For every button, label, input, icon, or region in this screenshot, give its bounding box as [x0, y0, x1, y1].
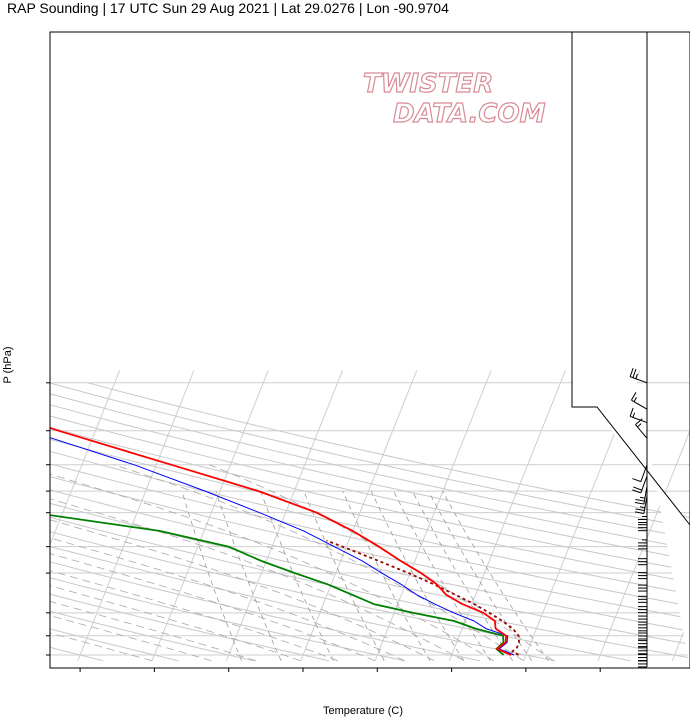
mixing-ratio-line — [181, 490, 242, 661]
dry-adiabat — [50, 561, 481, 662]
isotherm-line — [50, 370, 121, 546]
mixing-ratio-line — [303, 490, 385, 661]
moist-adiabat — [113, 464, 524, 662]
dry-adiabat — [50, 610, 254, 662]
moist-adiabat — [50, 600, 257, 662]
dry-adiabat — [50, 577, 405, 662]
wind-barb — [638, 620, 648, 640]
isotherm-line — [77, 370, 195, 661]
temperature-trace — [50, 427, 512, 656]
dry-adiabat — [50, 426, 690, 572]
watermark-line-2: DATA.COM — [393, 99, 546, 129]
wind-barb — [638, 530, 648, 550]
dry-adiabat — [50, 404, 690, 550]
isotherm-line — [300, 370, 418, 661]
isotherm-line — [151, 370, 269, 661]
dry-adiabat — [50, 531, 631, 662]
x-axis-label: Temperature (C) — [323, 705, 403, 717]
moist-adiabat — [50, 553, 376, 662]
mixing-ratio-line — [260, 490, 334, 661]
moist-adiabat — [50, 498, 465, 662]
watermark-line-1: TWISTER — [363, 69, 493, 99]
dry-adiabat — [50, 489, 690, 632]
mixing-ratio-line — [342, 490, 431, 662]
moist-adiabat — [50, 537, 405, 662]
wind-barb — [638, 642, 648, 662]
moist-adiabat — [209, 464, 554, 662]
moist-adiabat — [50, 615, 212, 662]
isotherm-line — [225, 370, 344, 661]
plot-frame — [49, 31, 690, 669]
parcel-trace — [326, 539, 520, 656]
wind-barb — [635, 418, 648, 439]
mixing-ratio-line — [215, 490, 282, 661]
grid-lines — [0, 370, 690, 662]
background-grid — [0, 370, 690, 662]
isotherm-line — [374, 370, 492, 661]
dry-adiabat — [87, 382, 690, 518]
barb-panel-border — [571, 32, 690, 526]
wind-barb — [638, 560, 648, 580]
wind-barb — [638, 635, 648, 655]
dry-adiabat — [50, 628, 179, 662]
wind-barb — [632, 475, 648, 494]
dry-adiabat — [50, 646, 104, 662]
mixing-ratio-line — [393, 490, 491, 662]
dry-adiabat — [50, 593, 330, 662]
isotherm-line — [0, 370, 45, 660]
dry-adiabat — [50, 393, 690, 539]
wind-barb — [629, 407, 648, 424]
wind-barb — [638, 512, 648, 532]
wind-barbs-panel — [571, 32, 690, 668]
mixing-ratio-line — [370, 490, 465, 662]
dry-adiabat — [50, 516, 690, 659]
wind-barb — [638, 648, 648, 668]
axes — [46, 31, 690, 672]
wind-barb — [632, 464, 648, 483]
barb-panel-background — [572, 32, 690, 668]
dry-adiabat — [50, 463, 690, 607]
profile-traces — [50, 427, 520, 656]
wind-barb — [634, 495, 648, 514]
chart-title: RAP Sounding | 17 UTC Sun 29 Aug 2021 | … — [7, 0, 449, 16]
moist-adiabat — [50, 570, 338, 662]
wind-barb — [630, 392, 648, 410]
moist-adiabat — [50, 473, 495, 662]
dry-adiabat — [50, 382, 690, 529]
isotherm-line — [597, 429, 690, 661]
y-axis-label: P (hPa) — [2, 346, 14, 383]
dewpoint-trace — [50, 491, 505, 656]
mixing-ratio-line — [442, 490, 549, 662]
isotherm-line — [448, 370, 566, 661]
moist-adiabat — [50, 585, 301, 662]
mixing-ratio-line — [428, 490, 533, 662]
wind-barb — [629, 368, 648, 384]
dry-adiabat — [50, 415, 690, 561]
moist-adiabat — [50, 519, 435, 662]
wind-barb — [638, 584, 648, 603]
wind-barb — [634, 486, 648, 505]
dry-adiabat — [50, 502, 690, 645]
watermark: TWISTER DATA.COM — [362, 68, 546, 129]
dry-adiabat — [50, 450, 690, 595]
